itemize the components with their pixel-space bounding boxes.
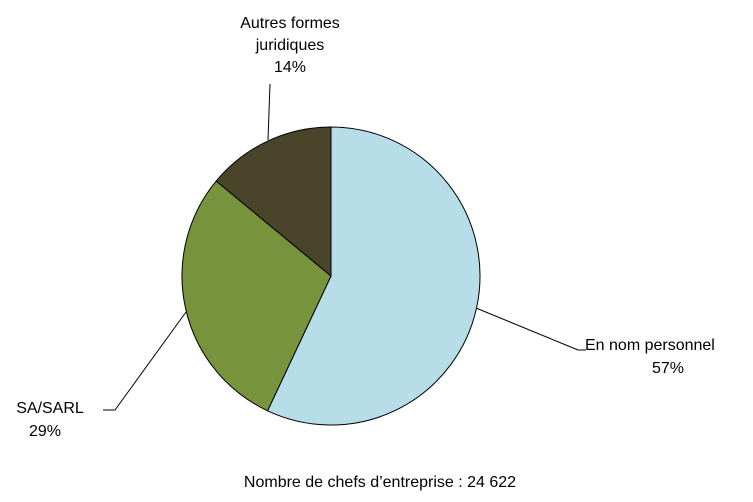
value-label: 29% [28, 423, 62, 440]
value-label: 14% [273, 59, 307, 76]
pie-slice [181, 180, 332, 412]
leader-line [267, 83, 271, 141]
leader-line [475, 307, 586, 351]
category-label: En nom personnel [585, 337, 715, 354]
leader-line [103, 311, 187, 411]
pie-slice [215, 126, 332, 278]
category-label: Autres formes juridiques [240, 15, 340, 54]
note: Nombre de chefs d’entreprise : 24 622 [243, 474, 517, 491]
value-label: 57% [651, 360, 685, 377]
category-label: SA/SARL [16, 400, 84, 417]
